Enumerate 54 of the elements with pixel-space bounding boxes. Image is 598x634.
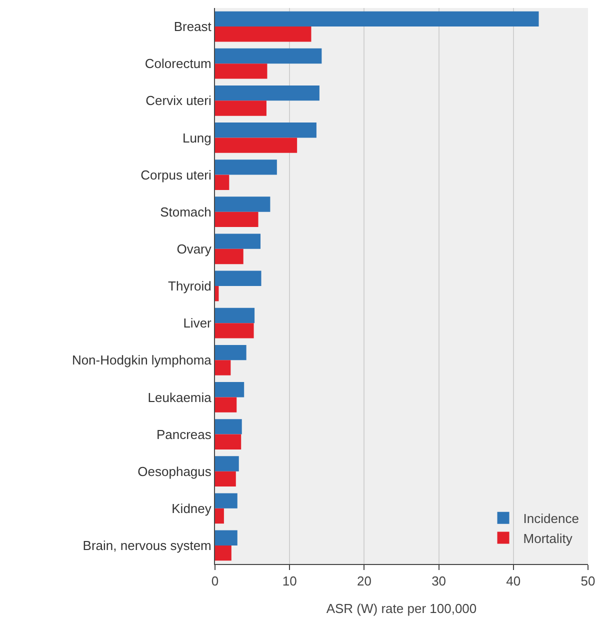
bar — [215, 397, 237, 412]
y-tick-label: Kidney — [172, 500, 212, 516]
bar — [215, 344, 246, 360]
bar — [215, 174, 230, 190]
bar — [215, 196, 270, 212]
bar — [215, 308, 255, 324]
y-tick-label: Thyroid — [168, 278, 212, 294]
bar — [215, 234, 261, 249]
y-tick-label: Brain, nervous system — [82, 538, 212, 554]
bar — [215, 100, 266, 116]
y-tick-label: Non-Hodgkin lymphoma — [72, 352, 212, 368]
bar — [215, 323, 254, 338]
y-tick-label: Colorectum — [144, 56, 212, 72]
y-tick-label: Liver — [183, 316, 212, 331]
bar — [215, 286, 219, 302]
bar — [215, 508, 224, 524]
bar — [215, 360, 231, 376]
bar — [215, 434, 242, 450]
bar — [215, 212, 258, 228]
y-tick-label: Breast — [174, 19, 212, 34]
x-tick-label: 0 — [211, 574, 219, 589]
bar — [215, 248, 244, 264]
y-tick-label: Stomach — [160, 204, 212, 220]
bar — [215, 11, 539, 27]
legend-label: Mortality — [523, 530, 573, 546]
bar — [215, 530, 238, 546]
x-tick-label: 50 — [580, 574, 596, 589]
bar — [215, 419, 242, 434]
bar — [215, 471, 236, 487]
bar — [215, 545, 232, 561]
legend-label: Incidence — [523, 510, 579, 526]
bar — [215, 64, 268, 79]
bar — [215, 456, 239, 472]
bar — [215, 138, 298, 153]
bar — [215, 160, 277, 175]
bar — [215, 48, 322, 64]
x-tick-label: 30 — [432, 574, 446, 589]
y-tick-label: Ovary — [176, 241, 212, 256]
x-tick-label: 40 — [506, 574, 521, 589]
y-tick-label: Cervix uteri — [146, 93, 212, 108]
y-tick-label: Oesophagus — [138, 464, 212, 479]
y-tick-label: Leukaemia — [148, 390, 212, 405]
bar — [215, 382, 244, 398]
x-tick-label: 20 — [356, 574, 372, 589]
bar — [215, 26, 312, 42]
x-tick-label: 10 — [282, 574, 297, 589]
y-tick-label: Pancreas — [156, 426, 212, 442]
bar — [215, 122, 316, 138]
y-tick-label: Lung — [182, 130, 212, 146]
x-axis-title: ASR (W) rate per 100,000 — [326, 601, 477, 616]
bar — [215, 270, 262, 286]
bar — [215, 493, 238, 508]
bar — [215, 85, 320, 101]
y-tick-label: Corpus uteri — [140, 167, 212, 182]
